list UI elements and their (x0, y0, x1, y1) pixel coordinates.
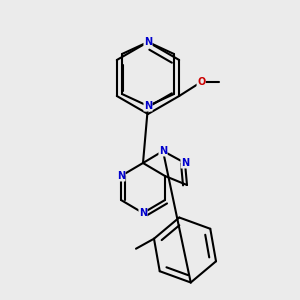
Text: N: N (181, 158, 189, 168)
Text: N: N (139, 208, 147, 218)
Text: N: N (144, 101, 152, 111)
Text: O: O (197, 77, 205, 87)
Text: N: N (159, 146, 167, 156)
Text: N: N (144, 37, 152, 47)
Text: N: N (117, 171, 125, 181)
